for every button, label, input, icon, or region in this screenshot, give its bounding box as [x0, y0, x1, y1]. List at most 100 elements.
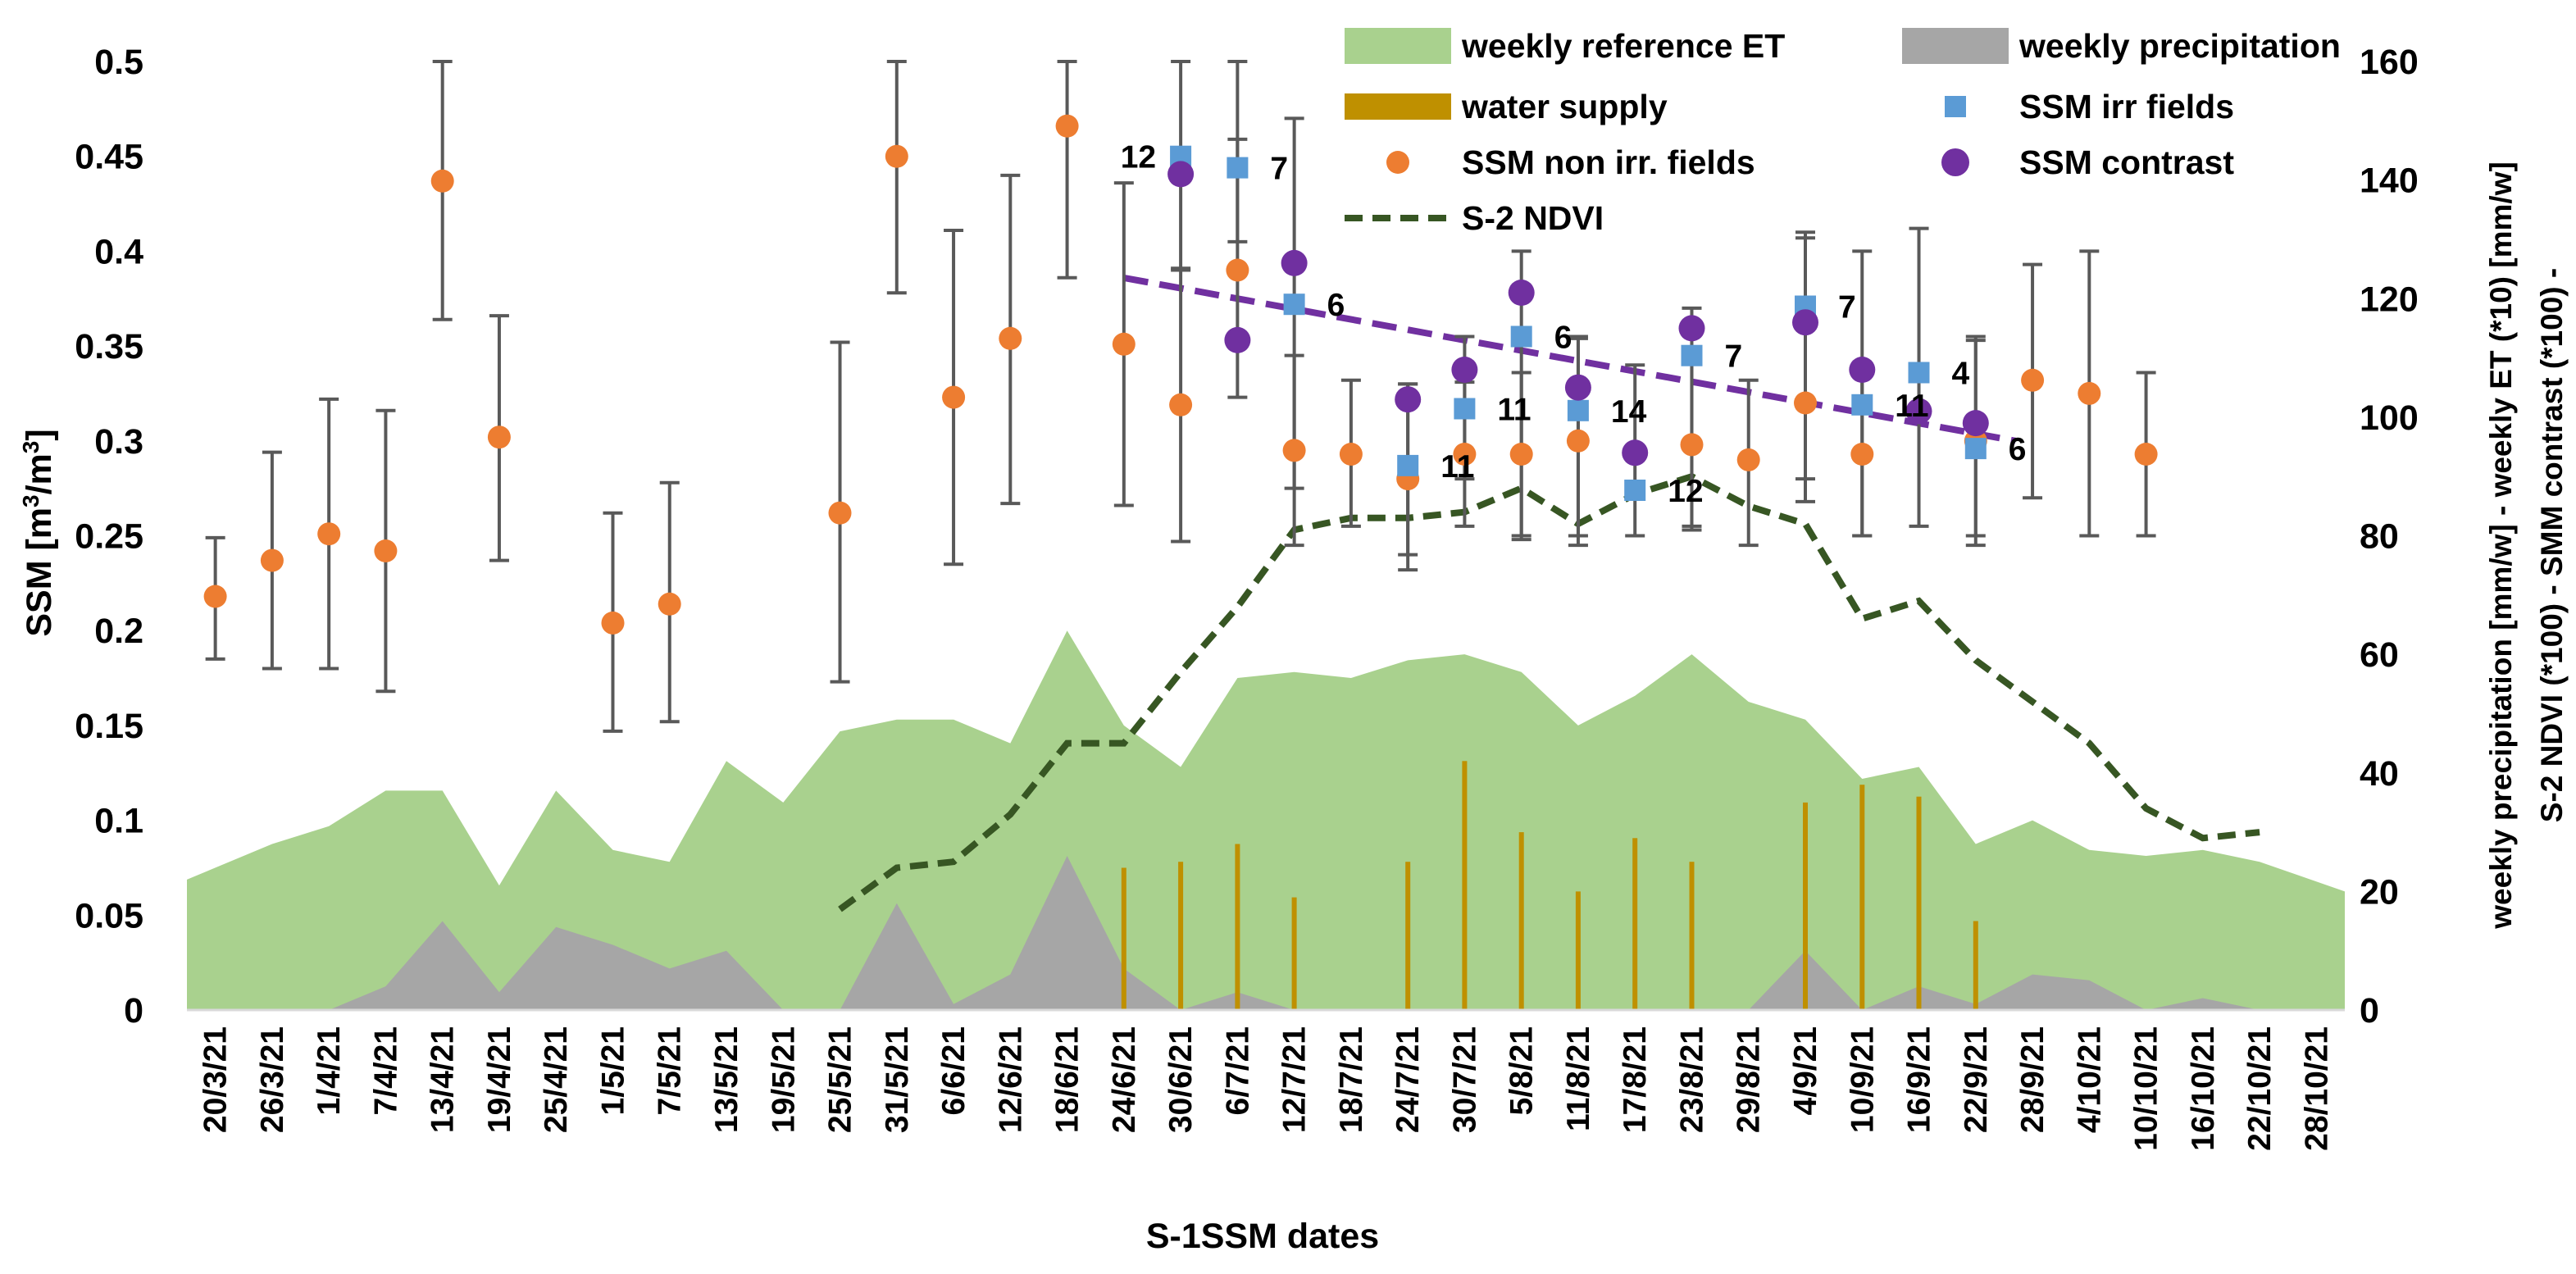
x-tick-label: 22/9/21 [1959, 1026, 1994, 1133]
ssm-nonirr-point [942, 385, 966, 409]
legend-label-precip: weekly precipitation [2018, 27, 2341, 65]
ssm-nonirr-point [203, 585, 227, 608]
y-left-tick-label: 0.25 [75, 517, 143, 557]
x-tick-group: 24/6/21 [1107, 1026, 1142, 1133]
x-tick-group: 19/4/21 [482, 1026, 517, 1133]
y-right-tick-label: 120 [2360, 280, 2419, 319]
x-tick-group: 29/8/21 [1732, 1026, 1767, 1133]
ssm-contrast-point [1224, 326, 1251, 353]
x-tick-group: 1/4/21 [312, 1026, 347, 1115]
x-tick-group: 25/4/21 [539, 1026, 574, 1133]
ssm-nonirr-point [1282, 439, 1306, 462]
y-left-tick-label: 0 [124, 991, 143, 1031]
x-tick-group: 6/6/21 [936, 1026, 972, 1115]
legend-swatch-precip [1902, 28, 2009, 64]
x-tick-label: 25/5/21 [823, 1026, 858, 1133]
x-tick-group: 17/8/21 [1618, 1026, 1653, 1133]
ndvi-line [838, 472, 2260, 912]
irr-count-label: 6 [2009, 432, 2027, 467]
y-axis-left-title: SSM [m3/m3] [18, 429, 60, 636]
water-supply-bar [1916, 796, 1922, 1010]
x-tick-group: 12/7/21 [1277, 1026, 1313, 1133]
x-tick-group: 16/9/21 [1902, 1026, 1937, 1133]
y-right-tick-label: 140 [2360, 162, 2419, 201]
x-tick-group: 30/7/21 [1447, 1026, 1482, 1133]
x-tick-group: 10/10/21 [2129, 1026, 2164, 1151]
legend-label-supply: water supply [1461, 88, 1668, 125]
x-tick-label: 18/7/21 [1334, 1026, 1369, 1133]
ssm-irr-point [1397, 454, 1419, 476]
y-right-tick-label: 0 [2360, 991, 2379, 1031]
water-supply-bar [1632, 838, 1638, 1010]
irr-count-label: 12 [1668, 474, 1703, 509]
area-layer [187, 630, 2345, 1010]
legend-item-supply: water supply [1345, 88, 1668, 125]
water-supply-bar [1235, 844, 1240, 1010]
ssm-contrast-point [1622, 439, 1649, 466]
x-tick-group: 22/9/21 [1959, 1026, 1994, 1133]
irr-count-label: 11 [1497, 393, 1531, 428]
x-tick-label: 6/7/21 [1220, 1026, 1255, 1115]
x-tick-label: 6/6/21 [936, 1026, 972, 1115]
water-supply-bar [1291, 897, 1297, 1010]
y-right-tick-label: 60 [2360, 635, 2399, 675]
y-left-tick-label: 0.35 [75, 327, 143, 366]
ssm-nonirr-point [2134, 443, 2158, 466]
ssm-irr-point [1908, 362, 1930, 384]
y-left-tick-label: 0.05 [75, 896, 143, 935]
ssm-nonirr-point [374, 539, 398, 562]
x-tick-group: 28/10/21 [2299, 1026, 2334, 1151]
ssm-nonirr-point [1566, 429, 1590, 453]
x-tick-group: 16/10/21 [2186, 1026, 2221, 1151]
ssm-nonirr-point [1169, 393, 1193, 416]
x-tick-label: 10/10/21 [2129, 1026, 2164, 1151]
y-right-tick-label: 40 [2360, 754, 2399, 794]
x-tick-label: 22/10/21 [2242, 1026, 2278, 1151]
x-tick-group: 28/9/21 [2015, 1026, 2050, 1133]
ssm-nonirr-point [1112, 332, 1136, 356]
y-left-tick-label: 0.45 [75, 138, 143, 177]
x-tick-group: 30/6/21 [1163, 1026, 1199, 1133]
x-tick-label: 7/4/21 [368, 1026, 403, 1115]
legend-item-et: weekly reference ET [1345, 27, 1785, 65]
x-tick-label: 1/5/21 [596, 1026, 631, 1115]
legend-label-contrast: SSM contrast [2019, 143, 2234, 181]
x-tick-label: 23/8/21 [1675, 1026, 1710, 1133]
bar-layer [1121, 761, 1978, 1010]
x-tick-group: 25/5/21 [823, 1026, 858, 1133]
ssm-contrast-point [1564, 374, 1591, 401]
x-tick-label: 30/6/21 [1163, 1026, 1199, 1133]
legend-label-et: weekly reference ET [1461, 27, 1785, 65]
x-tick-label: 17/8/21 [1618, 1026, 1653, 1133]
y-right-tick-label: 160 [2360, 43, 2419, 82]
x-tick-group: 20/3/21 [198, 1026, 234, 1133]
ssm-irr-point [1454, 398, 1476, 420]
legend-item-irr: SSM irr fields [1945, 88, 2234, 125]
tick-label-layer: 0 0.05 0.1 0.15 0.2 0.25 0.3 0.35 0.4 0.45 0.5 0 20 4… [75, 43, 2418, 1151]
irr-count-label: 7 [1270, 152, 1288, 187]
ssm-nonirr-point [1339, 443, 1363, 466]
x-tick-group: 5/8/21 [1504, 1026, 1540, 1115]
ssm-nonirr-point [2021, 368, 2045, 392]
x-tick-group: 7/4/21 [368, 1026, 403, 1115]
x-tick-label: 12/7/21 [1277, 1026, 1313, 1133]
ssm-irr-point [1227, 157, 1249, 179]
x-tick-label: 11/8/21 [1561, 1026, 1596, 1131]
y-axis-left-title-text: SSM [m3/m3] [18, 429, 60, 636]
contrast-trendline [1123, 274, 2017, 444]
legend-swatch-nonirr [1386, 151, 1409, 174]
ssm-nonirr-point [1226, 258, 1249, 282]
water-supply-bar [1405, 862, 1411, 1010]
water-supply-bar [1803, 802, 1808, 1010]
water-supply-bar [1462, 761, 1468, 1010]
irr-count-label: 4 [1952, 357, 1970, 392]
x-tick-label: 1/4/21 [312, 1026, 347, 1115]
legend-item-contrast: SSM contrast [1941, 143, 2234, 181]
legend-item-precip: weekly precipitation [1902, 27, 2341, 65]
x-tick-group: 10/9/21 [1845, 1026, 1880, 1133]
ssm-contrast-point [1167, 161, 1195, 188]
ssm-nonirr-point [1736, 448, 1760, 471]
ssm-nonirr-point [601, 611, 625, 635]
et-area [187, 630, 2345, 1010]
ssm-contrast-point [1281, 249, 1308, 276]
